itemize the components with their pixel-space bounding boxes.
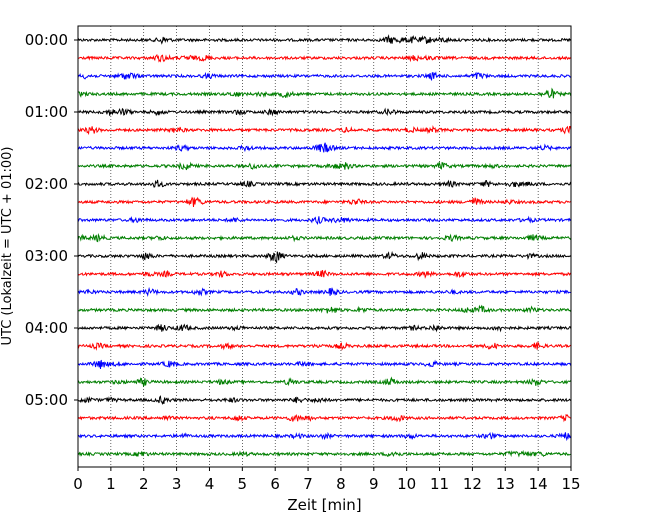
x-tick-label-5: 5 xyxy=(238,475,248,493)
x-tick-label-9: 9 xyxy=(369,475,379,493)
y-tick-label-0: 00:00 xyxy=(25,31,68,49)
trace-row-6 xyxy=(77,142,572,153)
trace-row-13 xyxy=(77,269,572,279)
trace-row-23 xyxy=(77,449,572,458)
x-tick-label-14: 14 xyxy=(529,475,548,493)
y-axis-ticks: 00:00 01:00 02:00 03:00 04:00 05:00 xyxy=(25,31,78,409)
x-tick-label-13: 13 xyxy=(496,475,515,493)
trace-row-15 xyxy=(77,304,572,314)
x-tick-label-8: 8 xyxy=(336,475,346,493)
y-tick-label-4: 04:00 xyxy=(25,319,68,337)
x-tick-label-7: 7 xyxy=(303,475,313,493)
trace-row-18 xyxy=(77,359,572,370)
x-tick-label-10: 10 xyxy=(397,475,416,493)
x-tick-label-3: 3 xyxy=(172,475,182,493)
x-tick-label-2: 2 xyxy=(139,475,149,493)
trace-row-19 xyxy=(77,376,572,388)
y-tick-label-2: 02:00 xyxy=(25,175,68,193)
trace-row-1 xyxy=(77,53,572,63)
x-tick-label-4: 4 xyxy=(205,475,215,493)
trace-row-14 xyxy=(77,286,572,298)
trace-row-10 xyxy=(77,215,572,226)
x-tick-label-1: 1 xyxy=(106,475,116,493)
trace-rows xyxy=(77,34,572,458)
trace-row-22 xyxy=(77,431,572,442)
trace-row-7 xyxy=(77,160,572,171)
plot-frame xyxy=(77,25,572,468)
y-axis-label: UTC (Lokalzeit = UTC + 01:00) xyxy=(0,147,15,346)
x-axis-label: Zeit [min] xyxy=(287,496,361,514)
trace-row-9 xyxy=(77,196,572,207)
trace-row-4 xyxy=(77,107,572,117)
trace-row-17 xyxy=(77,341,572,351)
trace-row-3 xyxy=(77,87,572,99)
trace-row-20 xyxy=(77,395,572,405)
trace-row-21 xyxy=(77,413,572,423)
x-tick-label-6: 6 xyxy=(270,475,280,493)
y-tick-label-3: 03:00 xyxy=(25,247,68,265)
x-tick-label-11: 11 xyxy=(430,475,449,493)
trace-row-8 xyxy=(77,179,572,188)
y-tick-label-1: 01:00 xyxy=(25,103,68,121)
x-tick-label-0: 0 xyxy=(73,475,83,493)
trace-row-2 xyxy=(77,71,572,82)
trace-row-16 xyxy=(77,323,572,333)
y-tick-label-5: 05:00 xyxy=(25,391,68,409)
trace-row-12 xyxy=(77,250,572,264)
trace-row-11 xyxy=(77,233,572,243)
x-tick-label-15: 15 xyxy=(561,475,580,493)
trace-row-0 xyxy=(77,34,572,45)
x-tick-label-12: 12 xyxy=(463,475,482,493)
x-axis-ticks: 0 1 2 3 4 5 6 7 8 9 10 11 12 13 14 15 xyxy=(73,467,581,493)
trace-row-5 xyxy=(77,125,572,136)
